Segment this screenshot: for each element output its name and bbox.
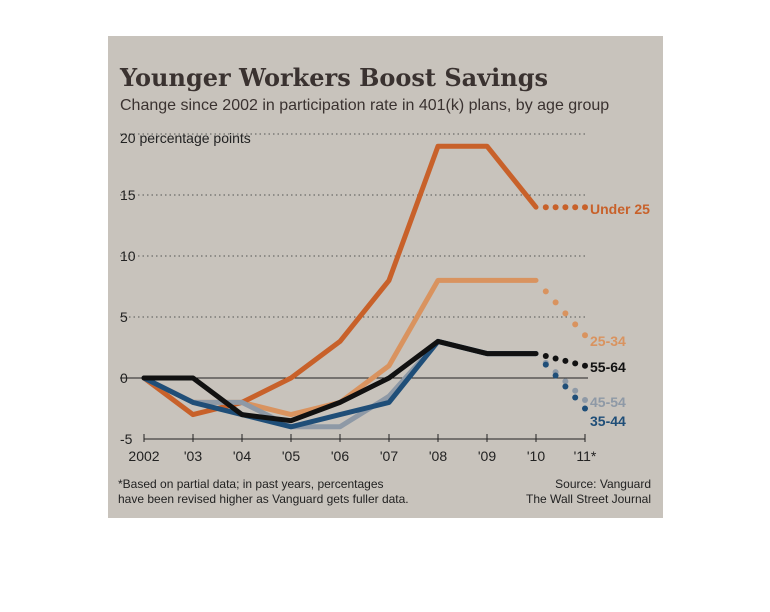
series-partial-dot xyxy=(572,387,579,394)
series-line xyxy=(141,277,539,418)
series-partial-dot xyxy=(562,383,569,390)
series-partial-dot xyxy=(582,204,588,211)
series-labels: Under 25 25-34 55-64 45-54 35-44 xyxy=(590,201,650,429)
series-partial-dot xyxy=(562,357,569,364)
x-tick-label: '05 xyxy=(282,448,300,464)
footnote-line-2: have been revised higher as Vanguard get… xyxy=(118,492,409,506)
x-axis: 2002 '03 '04 '05 '06 '07 '08 '09 '10 '11* xyxy=(128,434,597,464)
series-label: 45-54 xyxy=(590,394,626,410)
series-label: 25-34 xyxy=(590,333,626,349)
series-partial-dot xyxy=(552,355,559,362)
series-line xyxy=(141,143,539,418)
x-tick-label: '03 xyxy=(184,448,202,464)
source-line-1: Source: Vanguard xyxy=(555,477,651,491)
series-label: Under 25 xyxy=(590,201,650,217)
series-partial-dot xyxy=(572,360,579,367)
series-partial-dot xyxy=(542,204,549,211)
series-line xyxy=(141,338,539,424)
footnote-line-1: *Based on partial data; in past years, p… xyxy=(118,477,384,491)
y-tick-label: -5 xyxy=(120,431,133,447)
x-tick-label: '09 xyxy=(478,448,496,464)
x-tick-label: '10 xyxy=(527,448,545,464)
series-label: 35-44 xyxy=(590,413,626,429)
series-partial-dot xyxy=(542,353,549,360)
line-chart: -5 0 5 10 15 2002 '03 '04 '05 '06 '07 '08 '09 '10 '11… xyxy=(118,63,651,506)
x-tick-label: '08 xyxy=(429,448,447,464)
series-partial-dot xyxy=(552,299,559,306)
series-partial-dot xyxy=(582,396,588,403)
series-label: 55-64 xyxy=(590,359,626,375)
series-partial-dot xyxy=(562,204,569,211)
y-tick-label: 10 xyxy=(120,248,136,264)
chart-panel: -5 0 5 10 15 2002 '03 '04 '05 '06 '07 '08 '09 '10 '11… xyxy=(108,36,663,518)
y-tick-label: 15 xyxy=(120,187,136,203)
series-partial-dot xyxy=(562,310,569,317)
grid xyxy=(120,133,588,379)
series-partial-dot xyxy=(582,362,588,369)
x-tick-label: '06 xyxy=(331,448,349,464)
x-tick-label: '04 xyxy=(233,448,251,464)
y-tick-label: 5 xyxy=(120,309,128,325)
series-partial-dot xyxy=(572,321,579,328)
y-tick-label: 0 xyxy=(120,370,128,386)
series-partial-dot xyxy=(562,378,569,385)
series-partial-dot xyxy=(572,394,579,401)
series-partial-dot xyxy=(582,405,588,412)
series-partial-dot xyxy=(582,332,588,339)
series-partial-dot xyxy=(542,361,549,368)
series-partial-dot xyxy=(552,372,559,379)
chart-subtitle: Change since 2002 in participation rate … xyxy=(120,97,609,114)
source-line-2: The Wall Street Journal xyxy=(526,492,651,506)
series-partial-dot xyxy=(572,204,579,211)
series-partial-dot xyxy=(542,288,549,295)
x-tick-label: '11* xyxy=(574,448,597,464)
series-lines xyxy=(141,143,588,430)
chart-title: Younger Workers Boost Savings xyxy=(119,63,548,92)
x-tick-label: '07 xyxy=(380,448,398,464)
y-axis-unit-label: 20 percentage points xyxy=(120,130,251,146)
series-partial-dot xyxy=(552,204,559,211)
x-tick-label: 2002 xyxy=(128,448,159,464)
y-axis-ticks: -5 0 5 10 15 xyxy=(120,187,136,447)
